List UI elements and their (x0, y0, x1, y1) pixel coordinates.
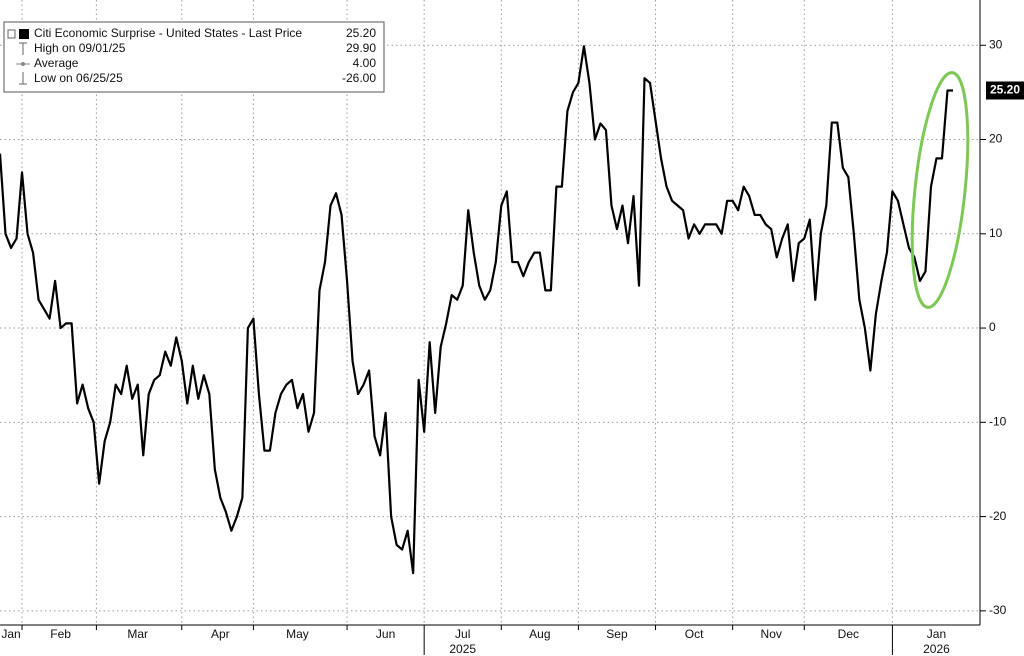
y-tick-label: 0 (989, 320, 996, 334)
x-tick-label: Apr (211, 627, 230, 641)
legend: Citi Economic Surprise - United States -… (3, 21, 385, 93)
x-tick-label: Jan (1, 627, 20, 641)
x-tick-label: Mar (127, 627, 148, 641)
y-tick-label: 10 (989, 226, 1003, 240)
y-tick-label: 30 (989, 37, 1003, 51)
x-tick-label: Jan (927, 627, 946, 641)
y-tick-label: 20 (989, 132, 1003, 146)
y-tick-label: -30 (989, 603, 1007, 617)
legend-label: High on 09/01/25 (34, 41, 126, 55)
legend-swatch (19, 29, 29, 39)
legend-label: Citi Economic Surprise - United States -… (34, 26, 302, 40)
last-price-tag (986, 81, 1024, 100)
x-tick-label: Sep (606, 627, 628, 641)
x-tick-label: May (286, 627, 309, 641)
x-tick-label: Jun (376, 627, 395, 641)
legend-value: -26.00 (342, 71, 376, 85)
legend-value: 25.20 (346, 26, 376, 40)
highlight-ellipse (910, 71, 970, 309)
line-layer (0, 45, 953, 575)
x-tick-label: Oct (685, 627, 704, 641)
legend-label: Low on 06/25/25 (34, 71, 123, 85)
legend-value: 29.90 (346, 41, 376, 55)
x-tick-label: Feb (50, 627, 71, 641)
x-year-label: 2026 (923, 642, 950, 656)
y-tick-label: -10 (989, 414, 1007, 428)
x-year-label: 2025 (449, 642, 476, 656)
legend-average-dot (21, 62, 25, 66)
x-tick-label: Jul (455, 627, 470, 641)
legend-label: Average (34, 56, 79, 70)
legend-high-icon (19, 42, 27, 55)
y-tick-label: -20 (989, 509, 1007, 523)
last-price-label: 25.20 (990, 83, 1020, 97)
series-line (0, 45, 953, 575)
legend-box (3, 21, 385, 93)
legend-low-icon (19, 72, 27, 85)
x-tick-label: Nov (761, 627, 782, 641)
legend-expander (7, 29, 16, 39)
x-tick-label: Aug (529, 627, 550, 641)
x-tick-label: Dec (838, 627, 859, 641)
legend-value: 4.00 (353, 56, 377, 70)
